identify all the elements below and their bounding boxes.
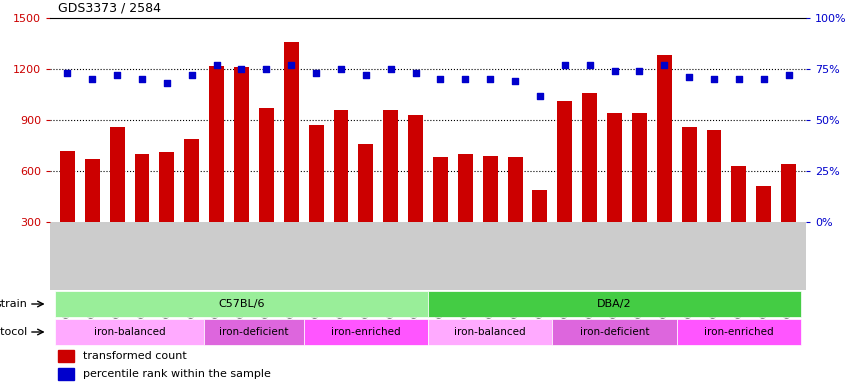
- Bar: [50, 222, 806, 290]
- Bar: [184, 139, 199, 222]
- Bar: [428, 291, 801, 318]
- Bar: [85, 159, 100, 222]
- Text: iron-deficient: iron-deficient: [219, 327, 288, 337]
- Text: iron-balanced: iron-balanced: [94, 327, 165, 337]
- Text: GDS3373 / 2584: GDS3373 / 2584: [58, 2, 162, 15]
- Point: [384, 66, 398, 72]
- Text: DBA/2: DBA/2: [597, 299, 632, 309]
- Bar: [433, 157, 448, 222]
- Bar: [483, 156, 497, 222]
- Text: protocol: protocol: [0, 327, 28, 337]
- Point: [483, 76, 497, 82]
- Point: [633, 68, 646, 74]
- Bar: [309, 125, 323, 222]
- Bar: [682, 127, 696, 222]
- Point: [110, 72, 124, 78]
- Bar: [632, 113, 647, 222]
- Point: [434, 76, 448, 82]
- Bar: [756, 186, 772, 222]
- Point: [260, 66, 273, 72]
- Bar: [283, 42, 299, 222]
- Point: [657, 62, 671, 68]
- Point: [334, 66, 348, 72]
- Bar: [110, 127, 124, 222]
- Bar: [558, 101, 572, 222]
- Bar: [234, 67, 249, 222]
- Point: [459, 76, 472, 82]
- Point: [61, 70, 74, 76]
- Point: [757, 76, 771, 82]
- Point: [409, 70, 422, 76]
- Bar: [732, 166, 746, 222]
- Point: [683, 74, 696, 80]
- Point: [185, 72, 199, 78]
- Text: transformed count: transformed count: [83, 351, 187, 361]
- Bar: [209, 66, 224, 222]
- Bar: [135, 154, 150, 222]
- Text: C57BL/6: C57BL/6: [218, 299, 265, 309]
- Text: iron-deficient: iron-deficient: [580, 327, 649, 337]
- Point: [508, 78, 522, 84]
- Point: [85, 76, 99, 82]
- Point: [135, 76, 149, 82]
- Point: [160, 80, 173, 86]
- Point: [533, 93, 547, 99]
- Bar: [508, 157, 523, 222]
- Text: iron-balanced: iron-balanced: [454, 327, 526, 337]
- Point: [234, 66, 248, 72]
- Bar: [159, 152, 174, 222]
- Bar: [706, 130, 722, 222]
- Text: iron-enriched: iron-enriched: [704, 327, 774, 337]
- Bar: [60, 151, 74, 222]
- Bar: [58, 368, 74, 380]
- Text: strain: strain: [0, 299, 28, 309]
- Point: [707, 76, 721, 82]
- Point: [782, 72, 795, 78]
- Point: [210, 62, 223, 68]
- Bar: [408, 115, 423, 222]
- Bar: [781, 164, 796, 222]
- Point: [284, 62, 298, 68]
- Bar: [359, 144, 373, 222]
- Bar: [383, 110, 398, 222]
- Bar: [304, 319, 428, 346]
- Bar: [552, 319, 677, 346]
- Point: [732, 76, 745, 82]
- Bar: [259, 108, 274, 222]
- Bar: [677, 319, 801, 346]
- Point: [607, 68, 621, 74]
- Bar: [204, 319, 304, 346]
- Bar: [333, 110, 349, 222]
- Point: [583, 62, 596, 68]
- Text: percentile rank within the sample: percentile rank within the sample: [83, 369, 271, 379]
- Bar: [58, 350, 74, 362]
- Bar: [55, 291, 428, 318]
- Point: [310, 70, 323, 76]
- Bar: [532, 190, 547, 222]
- Bar: [55, 319, 204, 346]
- Bar: [458, 154, 473, 222]
- Point: [359, 72, 372, 78]
- Point: [558, 62, 572, 68]
- Bar: [656, 55, 672, 222]
- Bar: [428, 319, 552, 346]
- Bar: [582, 93, 597, 222]
- Bar: [607, 113, 622, 222]
- Text: iron-enriched: iron-enriched: [331, 327, 401, 337]
